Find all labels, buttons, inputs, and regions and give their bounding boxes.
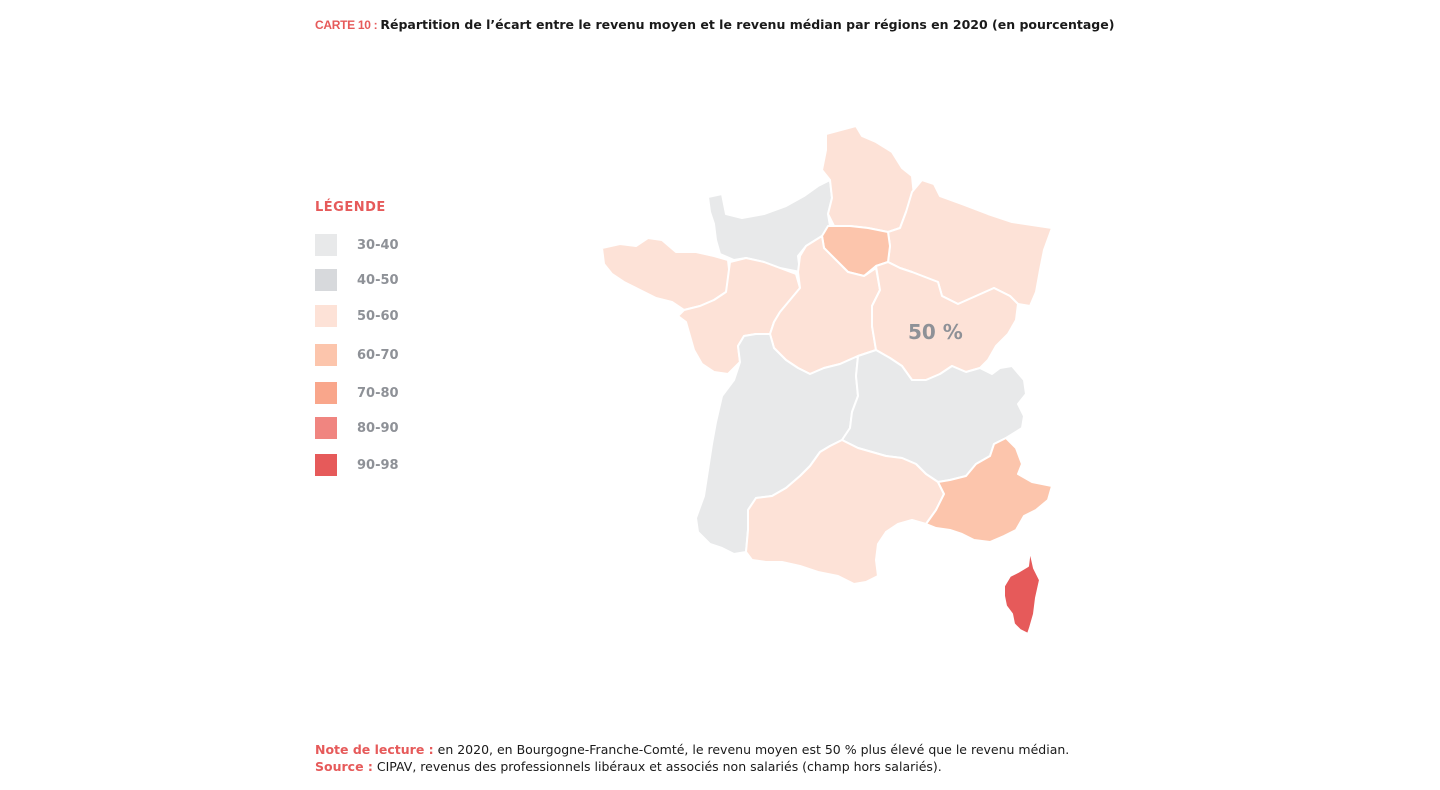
region-corse bbox=[1003, 549, 1041, 635]
legend-label: 50-60 bbox=[357, 308, 399, 324]
legend-swatch bbox=[315, 417, 337, 439]
source-note: Source : CIPAV, revenus des professionne… bbox=[315, 759, 1069, 776]
legend-title: LÉGENDE bbox=[315, 200, 386, 215]
legend-swatch bbox=[315, 269, 337, 291]
source-text: CIPAV, revenus des professionnels libéra… bbox=[372, 758, 942, 774]
legend-item-60-70: 60-70 bbox=[315, 344, 399, 366]
map-title: CARTE 10 : Répartition de l’écart entre l… bbox=[315, 17, 1114, 32]
legend-label: 90-98 bbox=[357, 457, 399, 473]
reading-note-text: en 2020, en Bourgogne-Franche-Comté, le … bbox=[433, 742, 1070, 757]
legend-label: 60-70 bbox=[357, 347, 399, 363]
legend-item-50-60: 50-60 bbox=[315, 305, 399, 327]
legend-item-30-40: 30-40 bbox=[315, 234, 399, 256]
legend-swatch bbox=[315, 382, 337, 404]
reading-note-label: Note de lecture : bbox=[315, 742, 434, 757]
legend-swatch bbox=[315, 234, 337, 256]
map-title-text: Répartition de l’écart entre le revenu m… bbox=[380, 17, 1115, 32]
region-hauts-de-france bbox=[821, 125, 915, 233]
legend-item-40-50: 40-50 bbox=[315, 269, 399, 291]
legend-swatch bbox=[315, 305, 337, 327]
legend-swatch bbox=[315, 454, 337, 476]
legend-label: 70-80 bbox=[357, 385, 399, 401]
legend-swatch bbox=[315, 344, 337, 366]
reading-note: Note de lecture : en 2020, en Bourgogne-… bbox=[315, 742, 1069, 759]
legend-item-90-98: 90-98 bbox=[315, 454, 399, 476]
map-number-label: CARTE 10 : bbox=[315, 18, 378, 32]
legend-item-70-80: 70-80 bbox=[315, 382, 399, 404]
footnotes: Note de lecture : en 2020, en Bourgogne-… bbox=[315, 742, 1069, 775]
legend-item-80-90: 80-90 bbox=[315, 417, 399, 439]
legend-label: 40-50 bbox=[357, 272, 399, 288]
region-provence-alpes-cote-d-azur bbox=[925, 437, 1053, 543]
source-label: Source : bbox=[315, 758, 373, 774]
legend-label: 80-90 bbox=[357, 420, 399, 436]
region-bretagne bbox=[601, 237, 731, 311]
map-annotation-bourgogne-franche-comte: 50 % bbox=[908, 320, 963, 344]
legend-label: 30-40 bbox=[357, 237, 399, 253]
